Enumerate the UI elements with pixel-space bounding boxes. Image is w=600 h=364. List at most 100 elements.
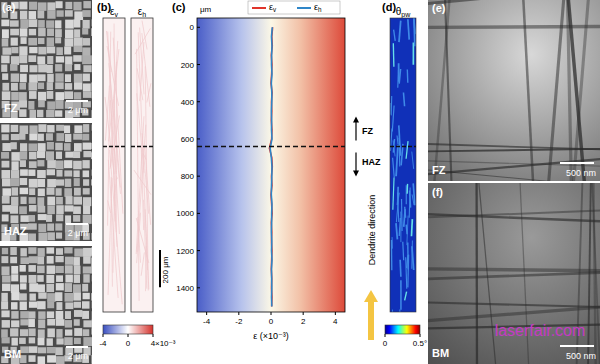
- precipitate: [28, 55, 36, 62]
- precipitate: [38, 64, 47, 72]
- precipitate: [65, 196, 72, 204]
- precipitate: [11, 338, 17, 346]
- precipitate: [83, 38, 90, 45]
- precipitate: [29, 337, 35, 343]
- strain-line: [269, 27, 272, 306]
- sem-image: [0, 0, 92, 118]
- map-streak: [399, 69, 400, 84]
- precipitate: [65, 302, 73, 309]
- precipitate: [47, 101, 55, 109]
- precipitate: [47, 232, 54, 240]
- precipitate: [92, 284, 93, 291]
- precipitate: [73, 257, 79, 266]
- precipitate: [10, 64, 17, 71]
- map-streak: [399, 309, 400, 312]
- precipitate: [38, 292, 46, 298]
- precipitate: [29, 256, 38, 263]
- colorbar-tick: [128, 334, 129, 337]
- precipitate: [19, 2, 27, 10]
- precipitate: [47, 206, 55, 214]
- precipitate: [29, 328, 36, 336]
- precipitate: [47, 197, 55, 206]
- precipitate: [74, 274, 80, 282]
- precipitate: [47, 223, 54, 230]
- dislocation: [573, 0, 589, 181]
- precipitate: [11, 178, 20, 186]
- y-tick: [197, 101, 200, 102]
- precipitate: [20, 74, 27, 83]
- precipitate: [20, 188, 29, 194]
- precipitate: [47, 2, 55, 10]
- colorbar: [103, 325, 153, 334]
- precipitate: [92, 133, 93, 139]
- map-streak: [396, 145, 398, 176]
- precipitate: [2, 134, 9, 140]
- precipitate: [55, 20, 61, 28]
- precipitate: [74, 266, 81, 275]
- dendrite-label: Dendrite direction: [367, 195, 377, 266]
- precipitate: [20, 160, 26, 167]
- precipitate: [82, 301, 90, 308]
- precipitate: [74, 19, 81, 27]
- precipitate: [74, 74, 83, 82]
- precipitate: [20, 329, 28, 336]
- map-streak: [391, 96, 393, 115]
- tem-image: [428, 0, 600, 181]
- x-tick-label: 4: [333, 317, 338, 326]
- precipitate: [10, 328, 18, 336]
- precipitate: [55, 292, 62, 301]
- precipitate: [73, 206, 81, 214]
- precipitate: [55, 256, 63, 262]
- legend-box: [248, 1, 340, 14]
- precipitate: [20, 248, 26, 256]
- map-streak: [393, 43, 395, 66]
- precipitate: [20, 319, 28, 325]
- precipitate: [92, 301, 93, 308]
- precipitate: [47, 256, 54, 264]
- precipitate: [11, 125, 19, 132]
- precipitate: [37, 134, 43, 141]
- precipitate: [82, 134, 89, 141]
- y-tick: [197, 213, 200, 214]
- map-streak: [409, 187, 411, 217]
- boundary-line: [197, 146, 345, 148]
- precipitate: [20, 346, 29, 353]
- precipitate: [38, 214, 47, 220]
- map-streak: [407, 70, 409, 83]
- precipitate: [83, 197, 91, 206]
- map-streak: [402, 242, 404, 261]
- map-texture: [110, 150, 123, 304]
- precipitate: [10, 205, 18, 214]
- precipitate: [73, 197, 82, 205]
- precipitate: [38, 143, 46, 151]
- precipitate: [83, 274, 89, 282]
- precipitate: [65, 283, 72, 292]
- precipitate: [74, 178, 80, 186]
- precipitate: [92, 311, 93, 320]
- map-streak: [408, 19, 409, 39]
- precipitate: [91, 233, 92, 240]
- precipitate: [10, 20, 19, 26]
- precipitate: [29, 161, 37, 168]
- precipitate: [91, 110, 92, 118]
- panel-label: (e): [432, 2, 446, 14]
- map-frame: [390, 18, 416, 312]
- precipitate: [20, 283, 26, 289]
- precipitate: [73, 151, 80, 158]
- precipitate: [19, 55, 27, 63]
- precipitate: [64, 293, 73, 302]
- precipitate: [55, 143, 63, 150]
- precipitate: [2, 284, 10, 292]
- precipitate: [37, 151, 45, 158]
- precipitate: [28, 101, 34, 110]
- precipitate: [74, 92, 81, 99]
- precipitate: [11, 170, 19, 178]
- precipitate: [29, 215, 36, 222]
- precipitate: [29, 143, 38, 151]
- precipitate: [74, 248, 83, 256]
- colorbar-tick-label: -4: [99, 339, 107, 348]
- precipitate: [65, 311, 71, 319]
- map-streak: [399, 218, 400, 236]
- precipitate: [1, 256, 8, 263]
- precipitate: [83, 248, 92, 257]
